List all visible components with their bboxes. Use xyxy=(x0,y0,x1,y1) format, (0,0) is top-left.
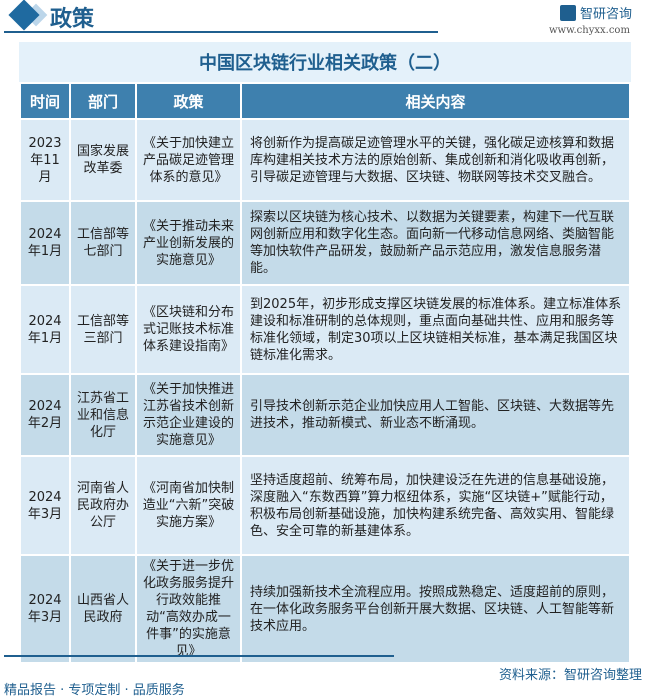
cell-dept: 国家发展改革委 xyxy=(69,118,137,202)
site-url: www.chyxx.com xyxy=(549,25,630,36)
column-header-time: 时间 xyxy=(19,82,71,120)
table-row: 2023年11月 国家发展改革委 《关于加快建立产品碳足迹管理体系的意见》 将创新作为… xyxy=(19,118,631,202)
policy-table: 中国区块链行业相关政策（二） 时间 部门 政策 相关内容 2023年11月 国家发… xyxy=(19,42,631,664)
brand-logo: 智研咨询 xyxy=(560,3,632,22)
cell-policy: 《区块链和分布式记账技术标准体系建设指南》 xyxy=(135,284,242,375)
table-title: 中国区块链行业相关政策（二） xyxy=(19,42,631,82)
cell-time: 2023年11月 xyxy=(19,118,71,202)
logo-text: 智研咨询 xyxy=(580,7,633,22)
column-header-dept: 部门 xyxy=(69,82,137,120)
cell-dept: 山西省人民政府 xyxy=(69,554,137,664)
cell-time: 2024年2月 xyxy=(19,373,71,457)
cell-policy: 《关于进一步优化政务服务提升行政效能推动“高效办成一件事”的实施意见》 xyxy=(135,554,242,664)
table-row: 2024年3月 河南省人民政府办公厅 《河南省加快制造业“六新”突破实施方案》 坚持适… xyxy=(19,455,631,556)
cell-time: 2024年1月 xyxy=(19,200,71,286)
cell-dept: 河南省人民政府办公厅 xyxy=(69,455,137,556)
cell-policy: 《关于加快推进江苏省技术创新示范企业建设的实施意见》 xyxy=(135,373,242,457)
cell-time: 2024年3月 xyxy=(19,554,71,664)
table-row: 2024年1月 工信部等七部门 《关于推动未来产业创新发展的实施意见》 探索以区块链为… xyxy=(19,200,631,286)
cell-content: 将创新作为提高碳足迹管理水平的关键，强化碳足迹核算和数据库构建相关技术方法的原始… xyxy=(240,118,631,202)
source-note: 资料来源：智研咨询整理 xyxy=(498,668,642,683)
cell-dept: 江苏省工业和信息化厅 xyxy=(69,373,137,457)
cell-content: 持续加强新技术全流程应用。按照成熟稳定、适度超前的原则，在一体化政务服务平台创新… xyxy=(240,554,631,664)
divider xyxy=(4,31,438,33)
cell-time: 2024年1月 xyxy=(19,284,71,375)
cell-policy: 《河南省加快制造业“六新”突破实施方案》 xyxy=(135,455,242,556)
cell-content: 到2025年，初步形成支撑区块链发展的标准体系。建立标准体系建设和标准研制的总体… xyxy=(240,284,631,375)
cell-content: 探索以区块链为核心技术、以数据为关键要素，构建下一代互联网创新应用和数字化生态。… xyxy=(240,200,631,286)
tagline: 精品报告 · 专项定制 · 品质服务 xyxy=(4,683,185,698)
cell-dept: 工信部等三部门 xyxy=(69,284,137,375)
section-title: 政策 xyxy=(50,7,95,32)
table-row: 2024年3月 山西省人民政府 《关于进一步优化政务服务提升行政效能推动“高效办成一… xyxy=(19,554,631,664)
cell-policy: 《关于加快建立产品碳足迹管理体系的意见》 xyxy=(135,118,242,202)
cell-content: 引导技术创新示范企业加快应用人工智能、区块链、大数据等先进技术，推动新模式、新业… xyxy=(240,373,631,457)
cell-dept: 工信部等七部门 xyxy=(69,200,137,286)
column-header-content: 相关内容 xyxy=(240,82,631,120)
table-row: 2024年1月 工信部等三部门 《区块链和分布式记账技术标准体系建设指南》 到2025… xyxy=(19,284,631,375)
table-row: 2024年2月 江苏省工业和信息化厅 《关于加快推进江苏省技术创新示范企业建设的实施… xyxy=(19,373,631,457)
cell-policy: 《关于推动未来产业创新发展的实施意见》 xyxy=(135,200,242,286)
column-header-policy: 政策 xyxy=(135,82,242,120)
cell-time: 2024年3月 xyxy=(19,455,71,556)
footer-divider xyxy=(4,655,394,657)
cell-content: 坚持适度超前、统筹布局，加快建设泛在先进的信息基础设施，深度融入“东数西算”算力… xyxy=(240,455,631,556)
logo-icon xyxy=(560,4,576,21)
